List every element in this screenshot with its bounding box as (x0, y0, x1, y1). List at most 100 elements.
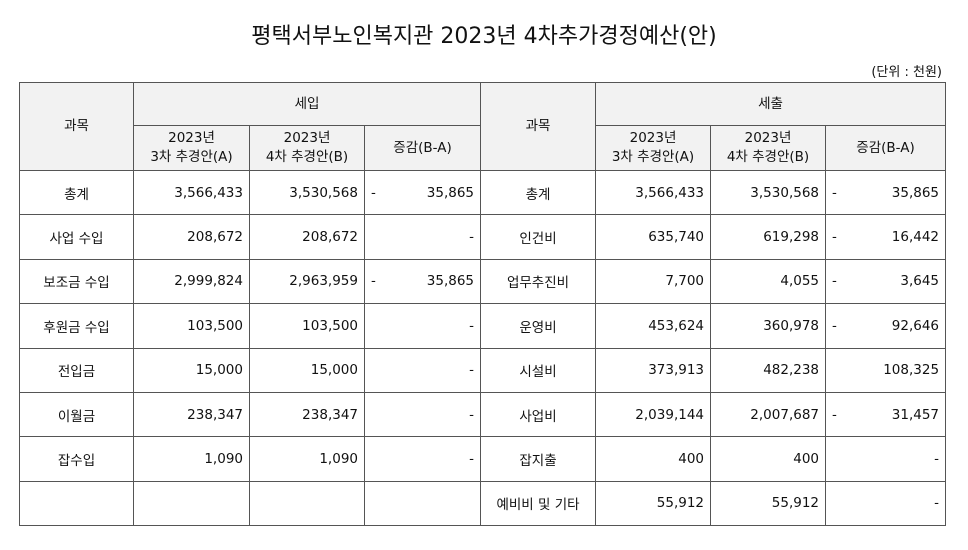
cell: 1,090 (133, 436, 250, 482)
cell: 108,325 (825, 347, 947, 393)
cell: - (825, 480, 947, 527)
cell: 238,347 (133, 391, 250, 438)
cell: 238,347 (249, 391, 365, 438)
header-cell: 세입 (132, 82, 482, 126)
row-label: 이월금 (19, 391, 134, 438)
cell: 3,530,568 (710, 169, 827, 216)
cell: - 3,645 (825, 258, 947, 305)
negative-amount: - 3,645 (832, 273, 939, 289)
row-label: 업무추진비 (480, 258, 597, 305)
table-row: 잡수입 1,090 1,090- 잡지출 400 400- (19, 436, 947, 482)
amount: 35,865 (426, 273, 475, 290)
negative-amount: - 16,442 (832, 229, 939, 245)
cell: 635,740 (595, 214, 712, 260)
amount: 31,457 (891, 406, 940, 423)
sign: - (832, 273, 837, 290)
row-label: 후원금 수입 (19, 303, 134, 349)
header-cell: 과목 (19, 82, 134, 171)
row-label: 잡지출 (480, 436, 597, 482)
cell: 400 (710, 436, 827, 482)
sign: - (832, 184, 837, 201)
amount: 35,865 (426, 184, 475, 201)
cell: 103,500 (133, 303, 250, 349)
cell (19, 480, 134, 527)
cell: 2,039,144 (595, 391, 712, 438)
table-row: 예비비 및 기타 55,912 55,912- (19, 480, 947, 527)
cell: 208,672 (133, 214, 250, 260)
header-cell: 2023년 4차 추경안(B) (710, 125, 827, 171)
unit: (단위 : 천원) (871, 65, 942, 80)
negative-amount: - 92,646 (832, 318, 939, 334)
table-row: 보조금 수입 2,999,824 2,963,959-35,865 업무추진비 7,70… (19, 258, 947, 305)
row-label: 사업 수입 (19, 214, 134, 260)
cell: 3,566,433 (595, 169, 712, 216)
cell (363, 480, 482, 527)
row-label: 예비비 및 기타 (480, 480, 597, 527)
cell: 2,999,824 (133, 258, 250, 305)
cell (133, 480, 250, 527)
cell: 15,000 (249, 347, 365, 393)
row-label: 총계 (19, 169, 134, 216)
cell: 208,672 (249, 214, 365, 260)
cell: - 31,457 (825, 391, 947, 438)
cell: - (363, 436, 482, 482)
sign: - (832, 229, 837, 246)
amount: 16,442 (891, 229, 940, 246)
row-label: 인건비 (480, 214, 597, 260)
cell: 3,566,433 (133, 169, 250, 216)
cell: - 35,865 (363, 258, 482, 305)
cell: - 35,865 (363, 169, 482, 216)
cell: 2,007,687 (710, 391, 827, 438)
cell: 55,912 (710, 480, 827, 527)
amount: 92,646 (891, 317, 940, 334)
table-row: 이월금 238,347 238,347- 사업비 2,039,144 2,007,687-… (19, 391, 947, 438)
cell: 55,912 (595, 480, 712, 527)
cell: 1,090 (249, 436, 365, 482)
cell: - 16,442 (825, 214, 947, 260)
cell (249, 480, 365, 527)
table-row: 총계 3,566,433 3,530,568-35,865 총계 3,566,433 3,… (19, 169, 947, 216)
cell: 360,978 (710, 303, 827, 349)
table-body: 총계 3,566,433 3,530,568-35,865 총계 3,566,433 3,… (19, 169, 947, 527)
cell: - (363, 303, 482, 349)
header-cell: 2023년 3차 추경안(A) (133, 125, 250, 171)
negative-amount: - 35,865 (371, 185, 474, 201)
cell: 7,700 (595, 258, 712, 305)
negative-amount: - 31,457 (832, 407, 939, 423)
cell: 15,000 (133, 347, 250, 393)
title: 평택서부노인복지관 2023년 4차추가경정예산(안) (251, 24, 717, 49)
sign: - (832, 406, 837, 423)
header-cell: 2023년 3차 추경안(A) (595, 125, 712, 171)
row-label: 전입금 (19, 347, 134, 393)
row-label: 잡수입 (19, 436, 134, 482)
row-label: 시설비 (480, 347, 597, 393)
cell: 103,500 (249, 303, 365, 349)
header-cell: 증감(B-A) (825, 125, 947, 171)
header-cell: 과목 (480, 82, 597, 171)
sign: - (371, 273, 376, 290)
negative-amount: - 35,865 (832, 185, 939, 201)
cell: - 35,865 (825, 169, 947, 216)
cell: - (363, 347, 482, 393)
budget-table: 과목 세입 과목 세출 2023년 3차 추경안(A) 2023년 4차 추경안… (19, 82, 947, 527)
amount: 35,865 (891, 184, 940, 201)
cell: 482,238 (710, 347, 827, 393)
negative-amount: - 35,865 (371, 273, 474, 289)
cell: 4,055 (710, 258, 827, 305)
header-cell: 2023년 4차 추경안(B) (249, 125, 365, 171)
cell: - (825, 436, 947, 482)
table-row: 사업 수입 208,672 208,672- 인건비 635,740 619,298-16… (19, 214, 947, 260)
sign: - (371, 184, 376, 201)
table-row: 후원금 수입 103,500 103,500- 운영비 453,624 360,978-9… (19, 303, 947, 349)
amount: 3,645 (900, 273, 940, 290)
cell: - (363, 214, 482, 260)
row-label: 사업비 (480, 391, 597, 438)
cell: 453,624 (595, 303, 712, 349)
header-cell: 세출 (595, 82, 947, 126)
row-label: 총계 (480, 169, 597, 216)
cell: - (363, 391, 482, 438)
row-label: 운영비 (480, 303, 597, 349)
row-label: 보조금 수입 (19, 258, 134, 305)
cell: - 92,646 (825, 303, 947, 349)
